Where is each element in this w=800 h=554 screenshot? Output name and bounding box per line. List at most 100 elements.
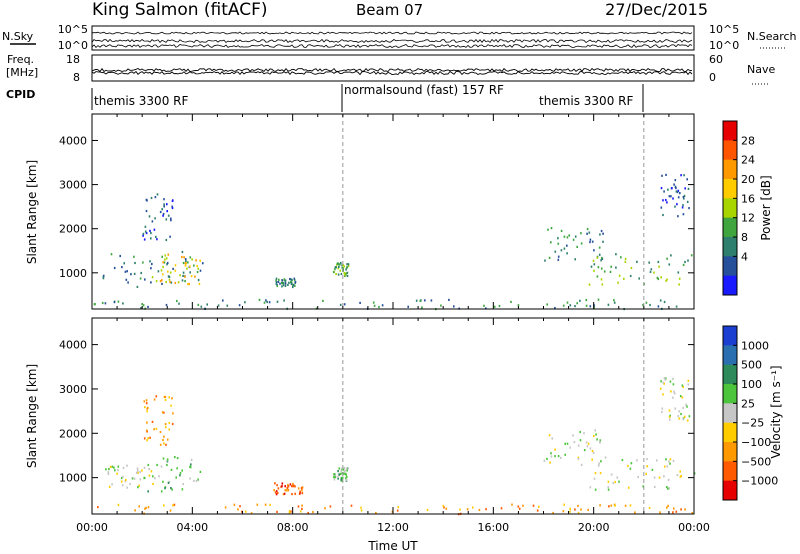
- scatter-cell: [585, 304, 588, 307]
- power-panel: 1000 2000 3000 4000 Slant Range [km]: [25, 113, 695, 311]
- scatter-cell: [293, 279, 296, 282]
- scatter-cell: [164, 395, 167, 398]
- scatter-cell: [148, 474, 151, 477]
- scatter-cell: [172, 504, 174, 507]
- scatter-cell: [170, 487, 172, 490]
- scatter-cell: [334, 476, 336, 479]
- scatter-cell: [589, 241, 591, 244]
- scatter-cell: [165, 443, 167, 446]
- scatter-cell: [196, 264, 198, 268]
- scatter-cell: [574, 305, 576, 308]
- scatter-cell: [341, 267, 344, 270]
- power-border: [91, 113, 695, 310]
- scatter-cell: [143, 400, 146, 403]
- scatter-cell: [675, 510, 678, 513]
- scatter-cell: [322, 299, 324, 302]
- colorbar-cell: [723, 345, 737, 366]
- scatter-cell: [587, 442, 590, 445]
- scatter-cell: [283, 278, 286, 281]
- scatter-cell: [113, 301, 116, 304]
- cpid-segment-3: themis 3300 RF: [539, 94, 633, 108]
- scatter-cell: [360, 506, 362, 509]
- velocity-colorbar-ticks: 1000 500 100 25 −25 −100 −500 −1000: [733, 339, 778, 488]
- scatter-cell: [190, 275, 193, 278]
- scatter-cell: [591, 458, 593, 461]
- scatter-cell: [142, 234, 144, 237]
- scatter-cell: [472, 506, 474, 509]
- scatter-cell: [117, 503, 120, 506]
- scatter-cell: [589, 486, 592, 489]
- scatter-cell: [197, 278, 200, 282]
- scatter-cell: [510, 300, 512, 303]
- scatter-cell: [139, 478, 142, 481]
- scatter-cell: [146, 410, 148, 413]
- scatter-blob: [273, 482, 304, 496]
- scatter-cell: [165, 218, 168, 221]
- power-colorbar: 28 24 20 16 12 8 4 Power [dB]: [722, 120, 773, 296]
- scatter-cell: [256, 503, 259, 506]
- scatter-cell: [287, 485, 289, 488]
- scatter-cell: [293, 277, 296, 280]
- scatter-cell: [682, 418, 684, 421]
- scatter-cell: [282, 493, 285, 496]
- scatter-cell: [657, 260, 660, 264]
- scatter-cell: [141, 303, 143, 306]
- colorbar-cell: [723, 198, 737, 219]
- scatter-cell: [145, 402, 148, 405]
- scatter-cell: [636, 459, 638, 462]
- scatter-cell: [294, 485, 296, 488]
- scatter-cell: [176, 457, 179, 460]
- scatter-cell: [263, 301, 266, 304]
- scatter-cell: [144, 230, 147, 233]
- scatter-cell: [623, 277, 625, 280]
- colorbar-tick-label: 8: [741, 231, 748, 244]
- scatter-cell: [187, 283, 189, 286]
- scatter-cell: [610, 265, 612, 268]
- scatter-cell: [120, 480, 123, 483]
- scatter-cell: [181, 250, 184, 254]
- scatter-cell: [346, 266, 348, 269]
- scatter-cell: [599, 233, 601, 236]
- scatter-cell: [580, 508, 582, 511]
- power-ylabel: Slant Range [km]: [25, 160, 39, 264]
- scatter-cell: [591, 449, 594, 453]
- colorbar-tick-label: 16: [741, 192, 755, 205]
- scatter-cell: [179, 474, 181, 477]
- scatter-cell: [146, 199, 148, 202]
- scatter-cell: [339, 303, 342, 306]
- scatter-cell: [343, 466, 346, 469]
- scatter-cell: [197, 267, 199, 270]
- scatter-cell: [279, 282, 281, 285]
- scatter-cell: [691, 512, 694, 515]
- scatter-cell: [277, 487, 280, 490]
- scatter-cell: [190, 463, 192, 466]
- scatter-cell: [283, 492, 286, 495]
- scatter-cell: [621, 459, 624, 462]
- scatter-cell: [629, 504, 632, 507]
- scatter-cell: [646, 465, 648, 468]
- scatter-cell: [110, 253, 113, 256]
- colorbar-tick-label: −1000: [741, 475, 778, 488]
- scatter-cell: [602, 240, 604, 243]
- scatter-cell: [681, 206, 684, 209]
- nsky-tick-top: 10^5: [58, 23, 88, 36]
- scatter-cell: [165, 238, 168, 242]
- scatter-cell: [178, 302, 180, 305]
- scatter-cell: [281, 279, 283, 282]
- scatter-cell: [114, 469, 116, 472]
- scatter-cell: [160, 465, 163, 468]
- scatter-cell: [150, 281, 152, 284]
- scatter-cell: [194, 275, 196, 278]
- scatter-cell: [264, 503, 267, 506]
- scatter-cell: [109, 465, 112, 468]
- scatter-cell: [599, 472, 602, 475]
- scatter-cell: [144, 507, 146, 510]
- scatter-cell: [182, 261, 185, 265]
- velocity-axis: 1000 2000 3000 4000 00:00 04:00 08:00 12:00 16:0…: [59, 318, 710, 534]
- scatter-cell: [143, 466, 146, 469]
- scatter-cell: [291, 493, 293, 496]
- scatter-cell: [167, 253, 170, 256]
- scatter-cell: [674, 179, 677, 182]
- scatter-cell: [566, 244, 568, 247]
- scatter-cell: [665, 198, 667, 202]
